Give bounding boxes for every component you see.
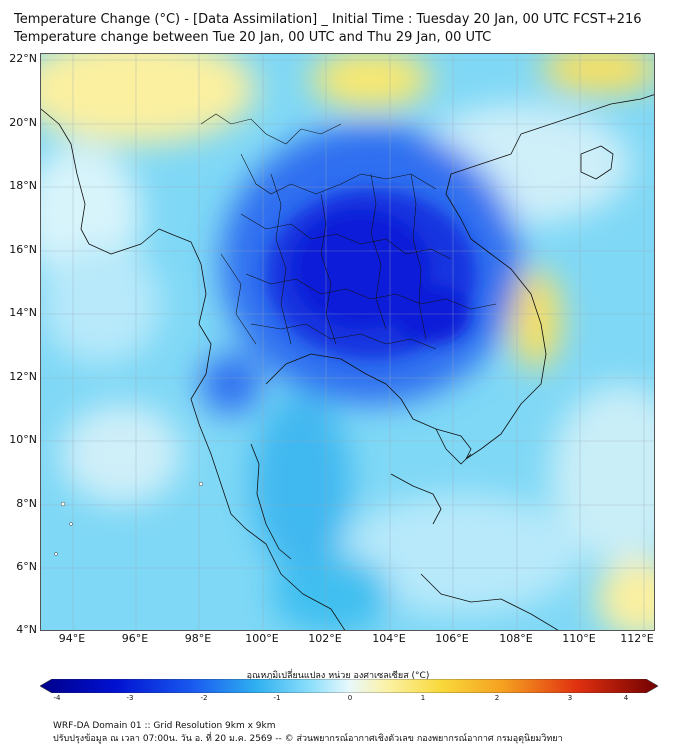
lon-tick-98: 98°E — [184, 632, 212, 645]
colorbar-tick-0: 0 — [347, 694, 353, 702]
colorbar-tick--3: -3 — [126, 694, 134, 702]
lat-tick-10: 10°N — [9, 433, 37, 446]
colorbar-tick--2: -2 — [200, 694, 208, 702]
colorbar-label: อุณหภูมิเปลี่ยนแปลง หน่วย องศาเซลเซียส (… — [246, 671, 430, 681]
coastlines — [41, 94, 654, 630]
cold-core — [266, 189, 476, 359]
lat-tick-12: 12°N — [9, 370, 37, 383]
colorbar-tick-4: 4 — [623, 694, 629, 702]
lon-tick-104: 104°E — [372, 632, 406, 645]
lon-tick-94: 94°E — [58, 632, 86, 645]
lat-tick-8: 8°N — [16, 497, 37, 510]
title-line-2: Temperature change between Tue 20 Jan, 0… — [14, 30, 492, 45]
lon-tick-108: 108°E — [499, 632, 533, 645]
lon-tick-96: 96°E — [121, 632, 149, 645]
lat-tick-4: 4°N — [16, 623, 37, 636]
colorbar-tick-1: 1 — [420, 694, 426, 702]
lon-tick-100: 100°E — [245, 632, 279, 645]
lat-tick-6: 6°N — [16, 560, 37, 573]
graticule — [41, 54, 654, 630]
footer-credit: ปรับปรุงข้อมูล ณ เวลา 07:00น. วัน อ. ที่… — [53, 734, 563, 744]
lat-tick-14: 14°N — [9, 306, 37, 319]
lat-tick-20: 20°N — [9, 116, 37, 129]
lon-tick-102: 102°E — [308, 632, 342, 645]
lat-tick-22: 22°N — [9, 52, 37, 65]
lon-tick-110: 110°E — [562, 632, 596, 645]
footer-model-info: WRF-DA Domain 01 :: Grid Resolution 9km … — [53, 721, 276, 731]
province-borders — [200, 113, 497, 350]
islands — [54, 482, 203, 556]
colorbar-tick--1: -1 — [273, 694, 281, 702]
lat-tick-16: 16°N — [9, 243, 37, 256]
colorbar-tick-3: 3 — [567, 694, 573, 702]
colorbar — [40, 679, 658, 693]
map-canvas — [41, 54, 654, 630]
colorbar-tick--4: -4 — [53, 694, 61, 702]
title-line-1: Temperature Change (°C) - [Data Assimila… — [14, 12, 642, 27]
lat-tick-18: 18°N — [9, 179, 37, 192]
colorbar-tick-2: 2 — [494, 694, 500, 702]
colorbar-ramp — [40, 679, 658, 693]
temperature-change-map — [40, 53, 655, 631]
lon-tick-106: 106°E — [435, 632, 469, 645]
lon-tick-112: 112°E — [620, 632, 654, 645]
